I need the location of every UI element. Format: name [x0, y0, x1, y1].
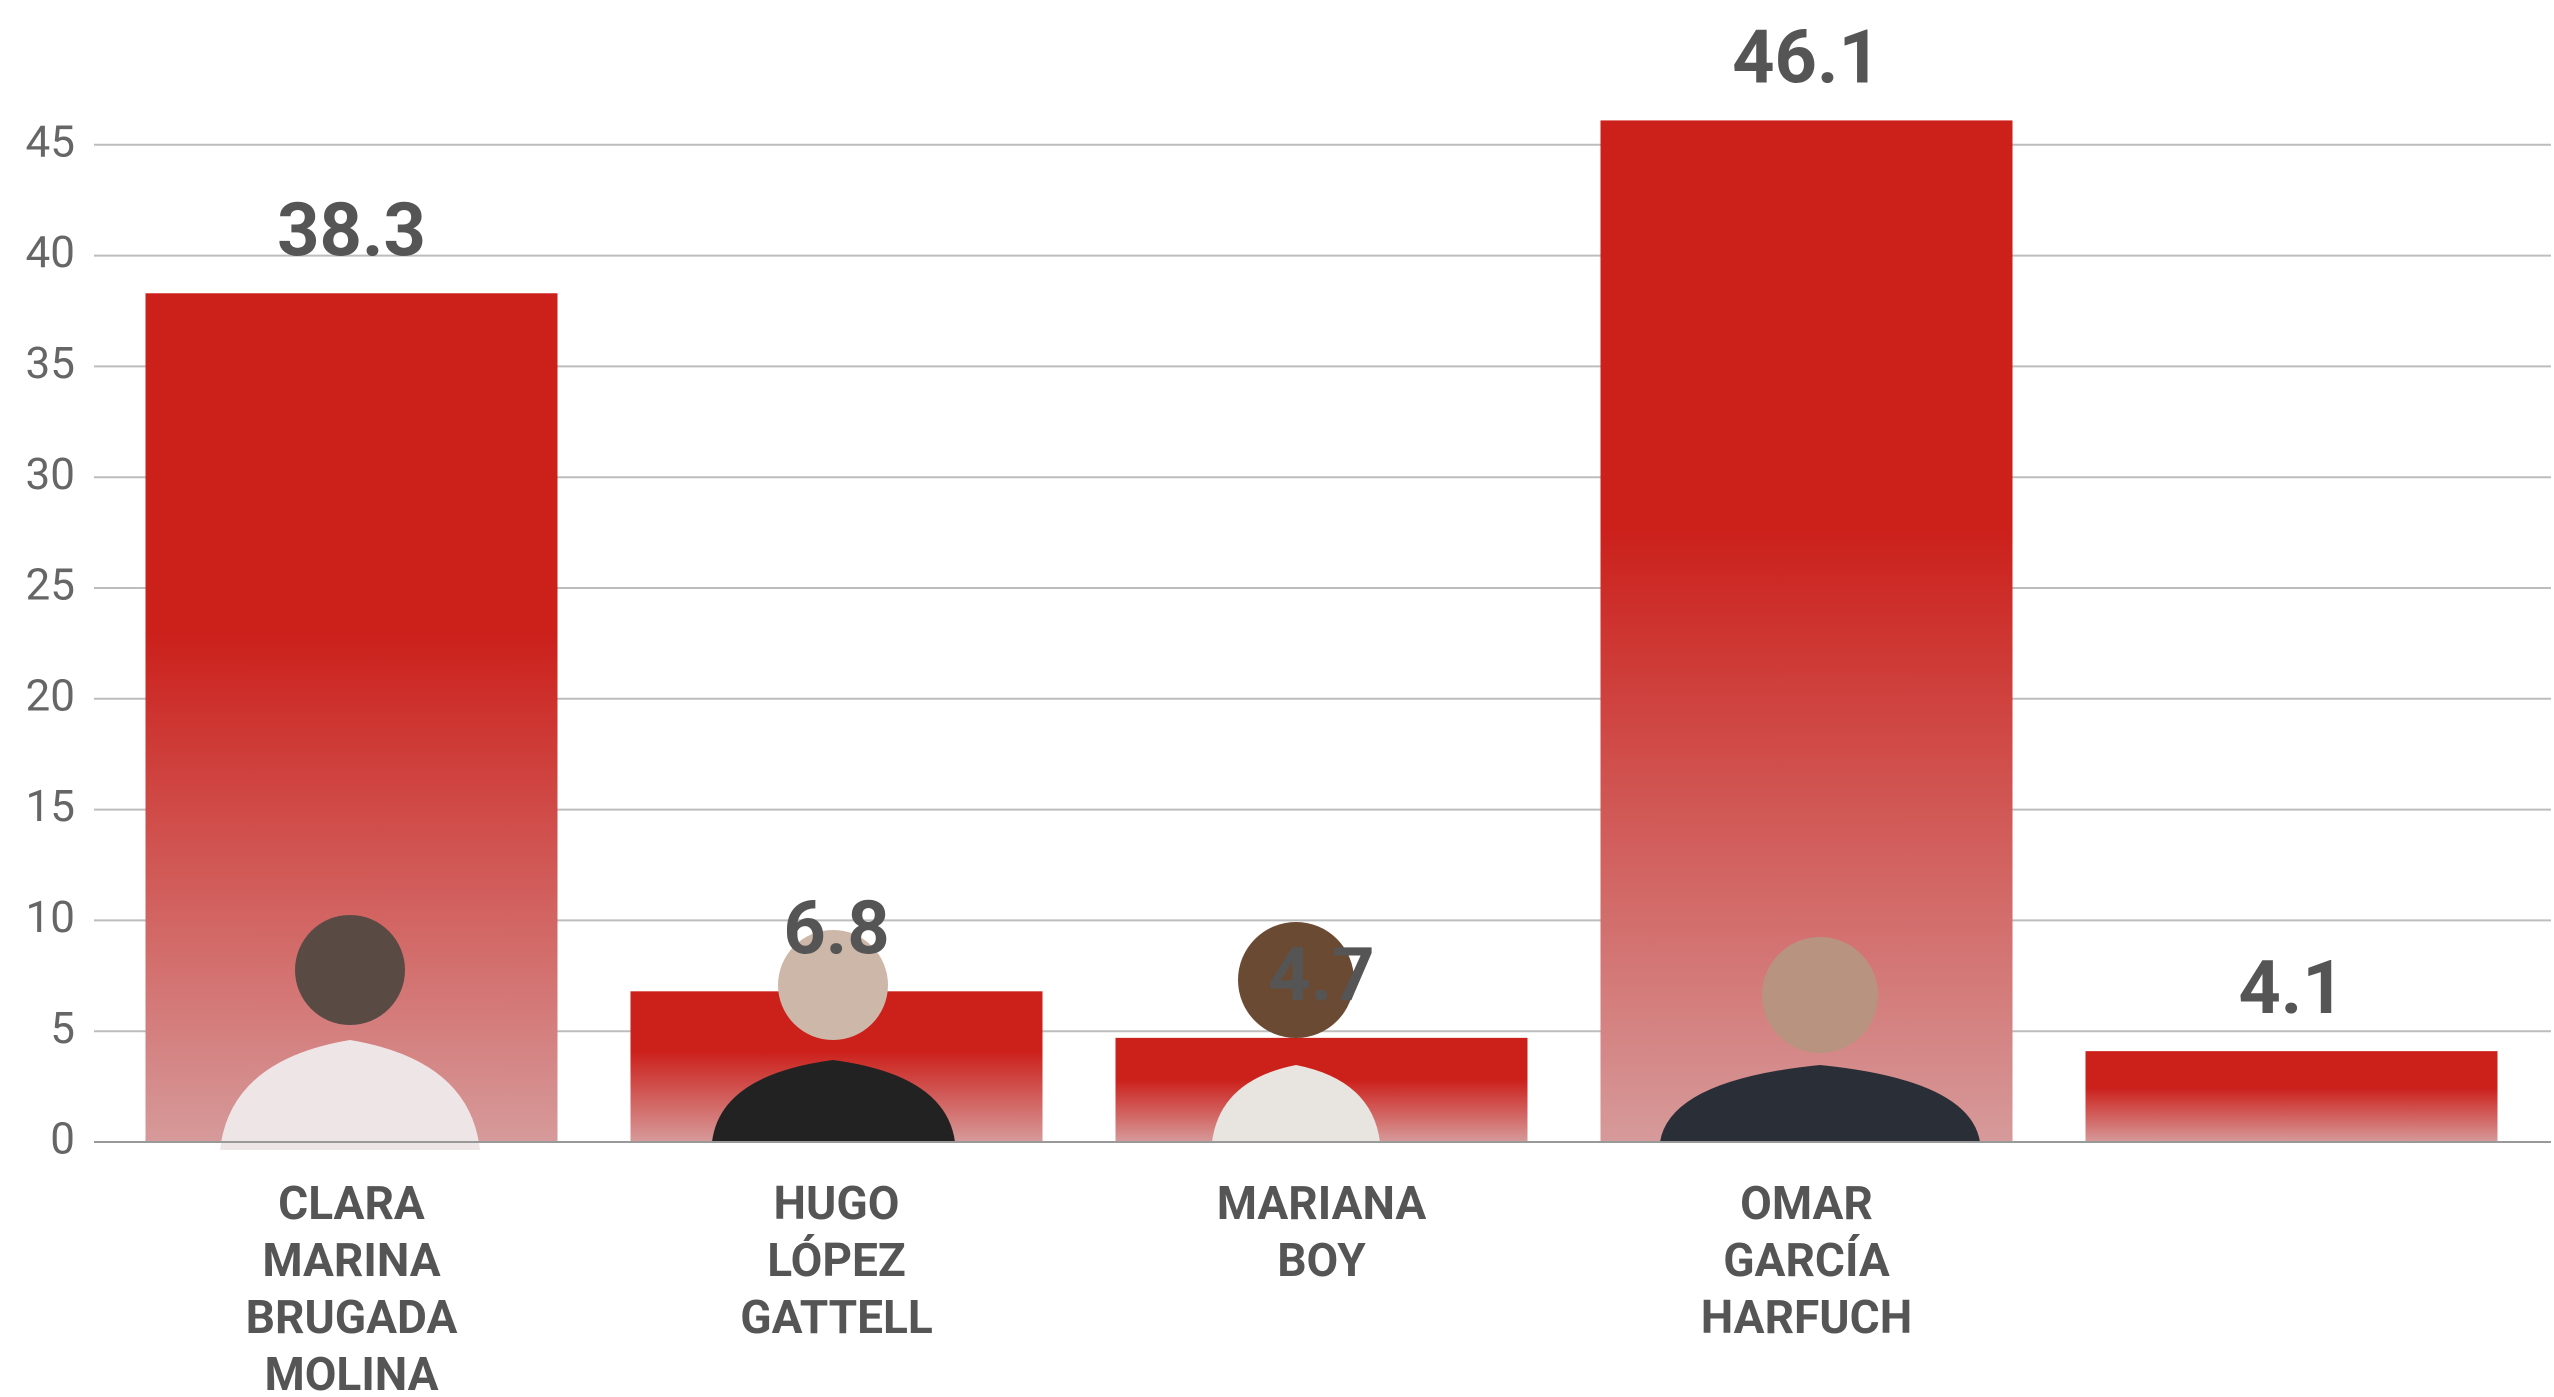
y-tick-label: 10: [26, 891, 75, 943]
x-tick-label: OMAR GARCÍA HARFUCH: [1701, 1176, 1912, 1347]
y-tick-label: 15: [26, 780, 75, 832]
y-tick-label: 45: [26, 115, 75, 167]
value-label: 6.8: [783, 885, 889, 972]
x-tick-label: MARIANA BOY: [1217, 1176, 1427, 1290]
y-tick-label: 35: [26, 337, 75, 389]
bar: [2086, 1051, 2498, 1142]
y-tick-label: 40: [26, 226, 75, 278]
x-tick-label: HUGO LÓPEZ GATTELL: [740, 1176, 933, 1347]
x-tick-label: CLARA MARINA BRUGADA MOLINA: [246, 1176, 458, 1397]
value-label: 4.1: [2238, 945, 2344, 1032]
y-tick-label: 0: [50, 1113, 75, 1165]
y-tick-label: 25: [26, 559, 75, 611]
y-tick-label: 20: [26, 669, 75, 721]
y-tick-label: 5: [50, 1002, 75, 1054]
y-tick-label: 30: [26, 448, 75, 500]
value-label: 38.3: [277, 187, 426, 274]
value-label: 4.7: [1268, 932, 1374, 1019]
value-label: 46.1: [1732, 14, 1881, 101]
page: {"chart_data": {"type": "bar", "categori…: [0, 0, 2554, 1397]
